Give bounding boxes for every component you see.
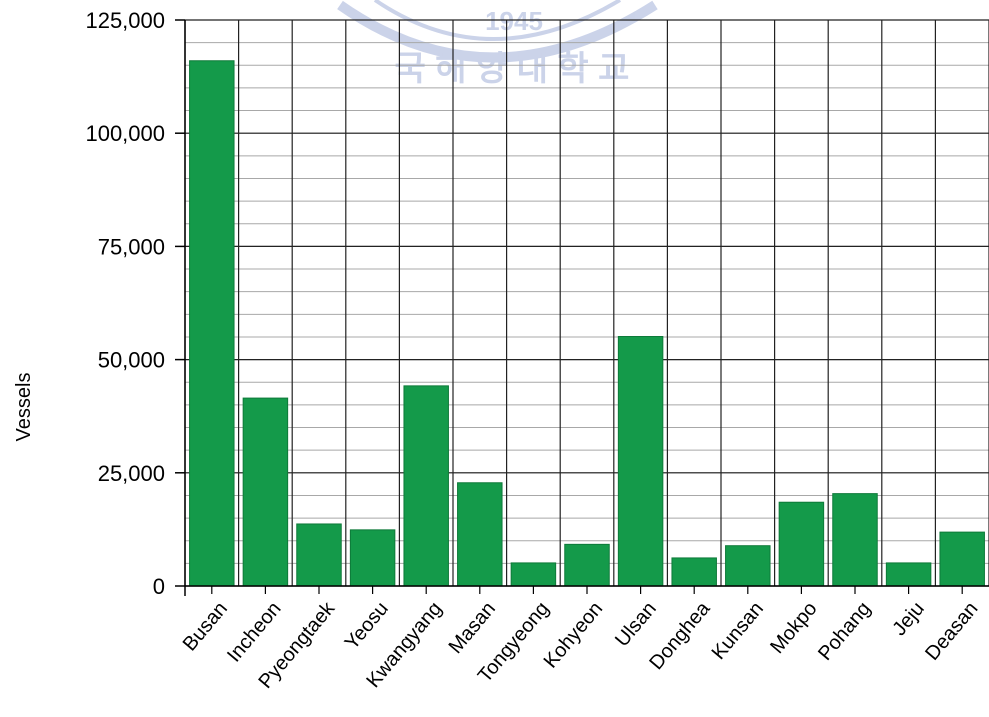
y-tick-label: 100,000 (85, 121, 165, 146)
x-tick-label: Kunsan (708, 598, 768, 664)
y-tick-label: 0 (153, 574, 165, 599)
x-tick-label: Deasan (921, 598, 982, 665)
bar-jeju (886, 563, 930, 586)
x-tick-label: Masan (445, 598, 500, 658)
x-tick-label: Pohang (814, 598, 875, 665)
y-tick-label: 75,000 (98, 234, 165, 259)
bar-busan (190, 61, 234, 586)
bar-kunsan (726, 546, 770, 586)
y-axis-title: Vessels (13, 373, 35, 442)
x-tick-label: Ulsan (611, 598, 661, 651)
bar-incheon (243, 398, 287, 586)
bar-ulsan (618, 337, 662, 586)
x-tick-label: Yeosu (341, 598, 393, 654)
bar-pyeongtaek (297, 524, 341, 586)
bar-deasan (940, 532, 984, 586)
watermark-text: 국 해 양 대 학 교 (395, 50, 630, 88)
bar-kwangyang (404, 386, 448, 586)
x-tick-label: Busan (179, 598, 232, 656)
y-tick-label: 125,000 (85, 8, 165, 33)
bar-pohang (833, 494, 877, 586)
bar-donghea (672, 558, 716, 586)
bars (190, 61, 985, 586)
university-seal-watermark: 1945 국 해 양 대 학 교 (340, 0, 655, 88)
bar-masan (458, 483, 502, 586)
watermark-year: 1945 (485, 6, 543, 36)
bar-mokpo (779, 502, 823, 586)
y-tick-label: 25,000 (98, 461, 165, 486)
bar-kohyeon (565, 544, 609, 586)
x-tick-label: Jeju (888, 598, 928, 640)
bar-yeosu (350, 530, 394, 586)
x-tick-label: Mokpo (766, 598, 821, 658)
y-tick-label: 50,000 (98, 348, 165, 373)
y-tick-labels: 0 25,000 50,000 75,000 100,000 125,000 (85, 8, 165, 599)
bar-tongyeong (511, 563, 555, 586)
